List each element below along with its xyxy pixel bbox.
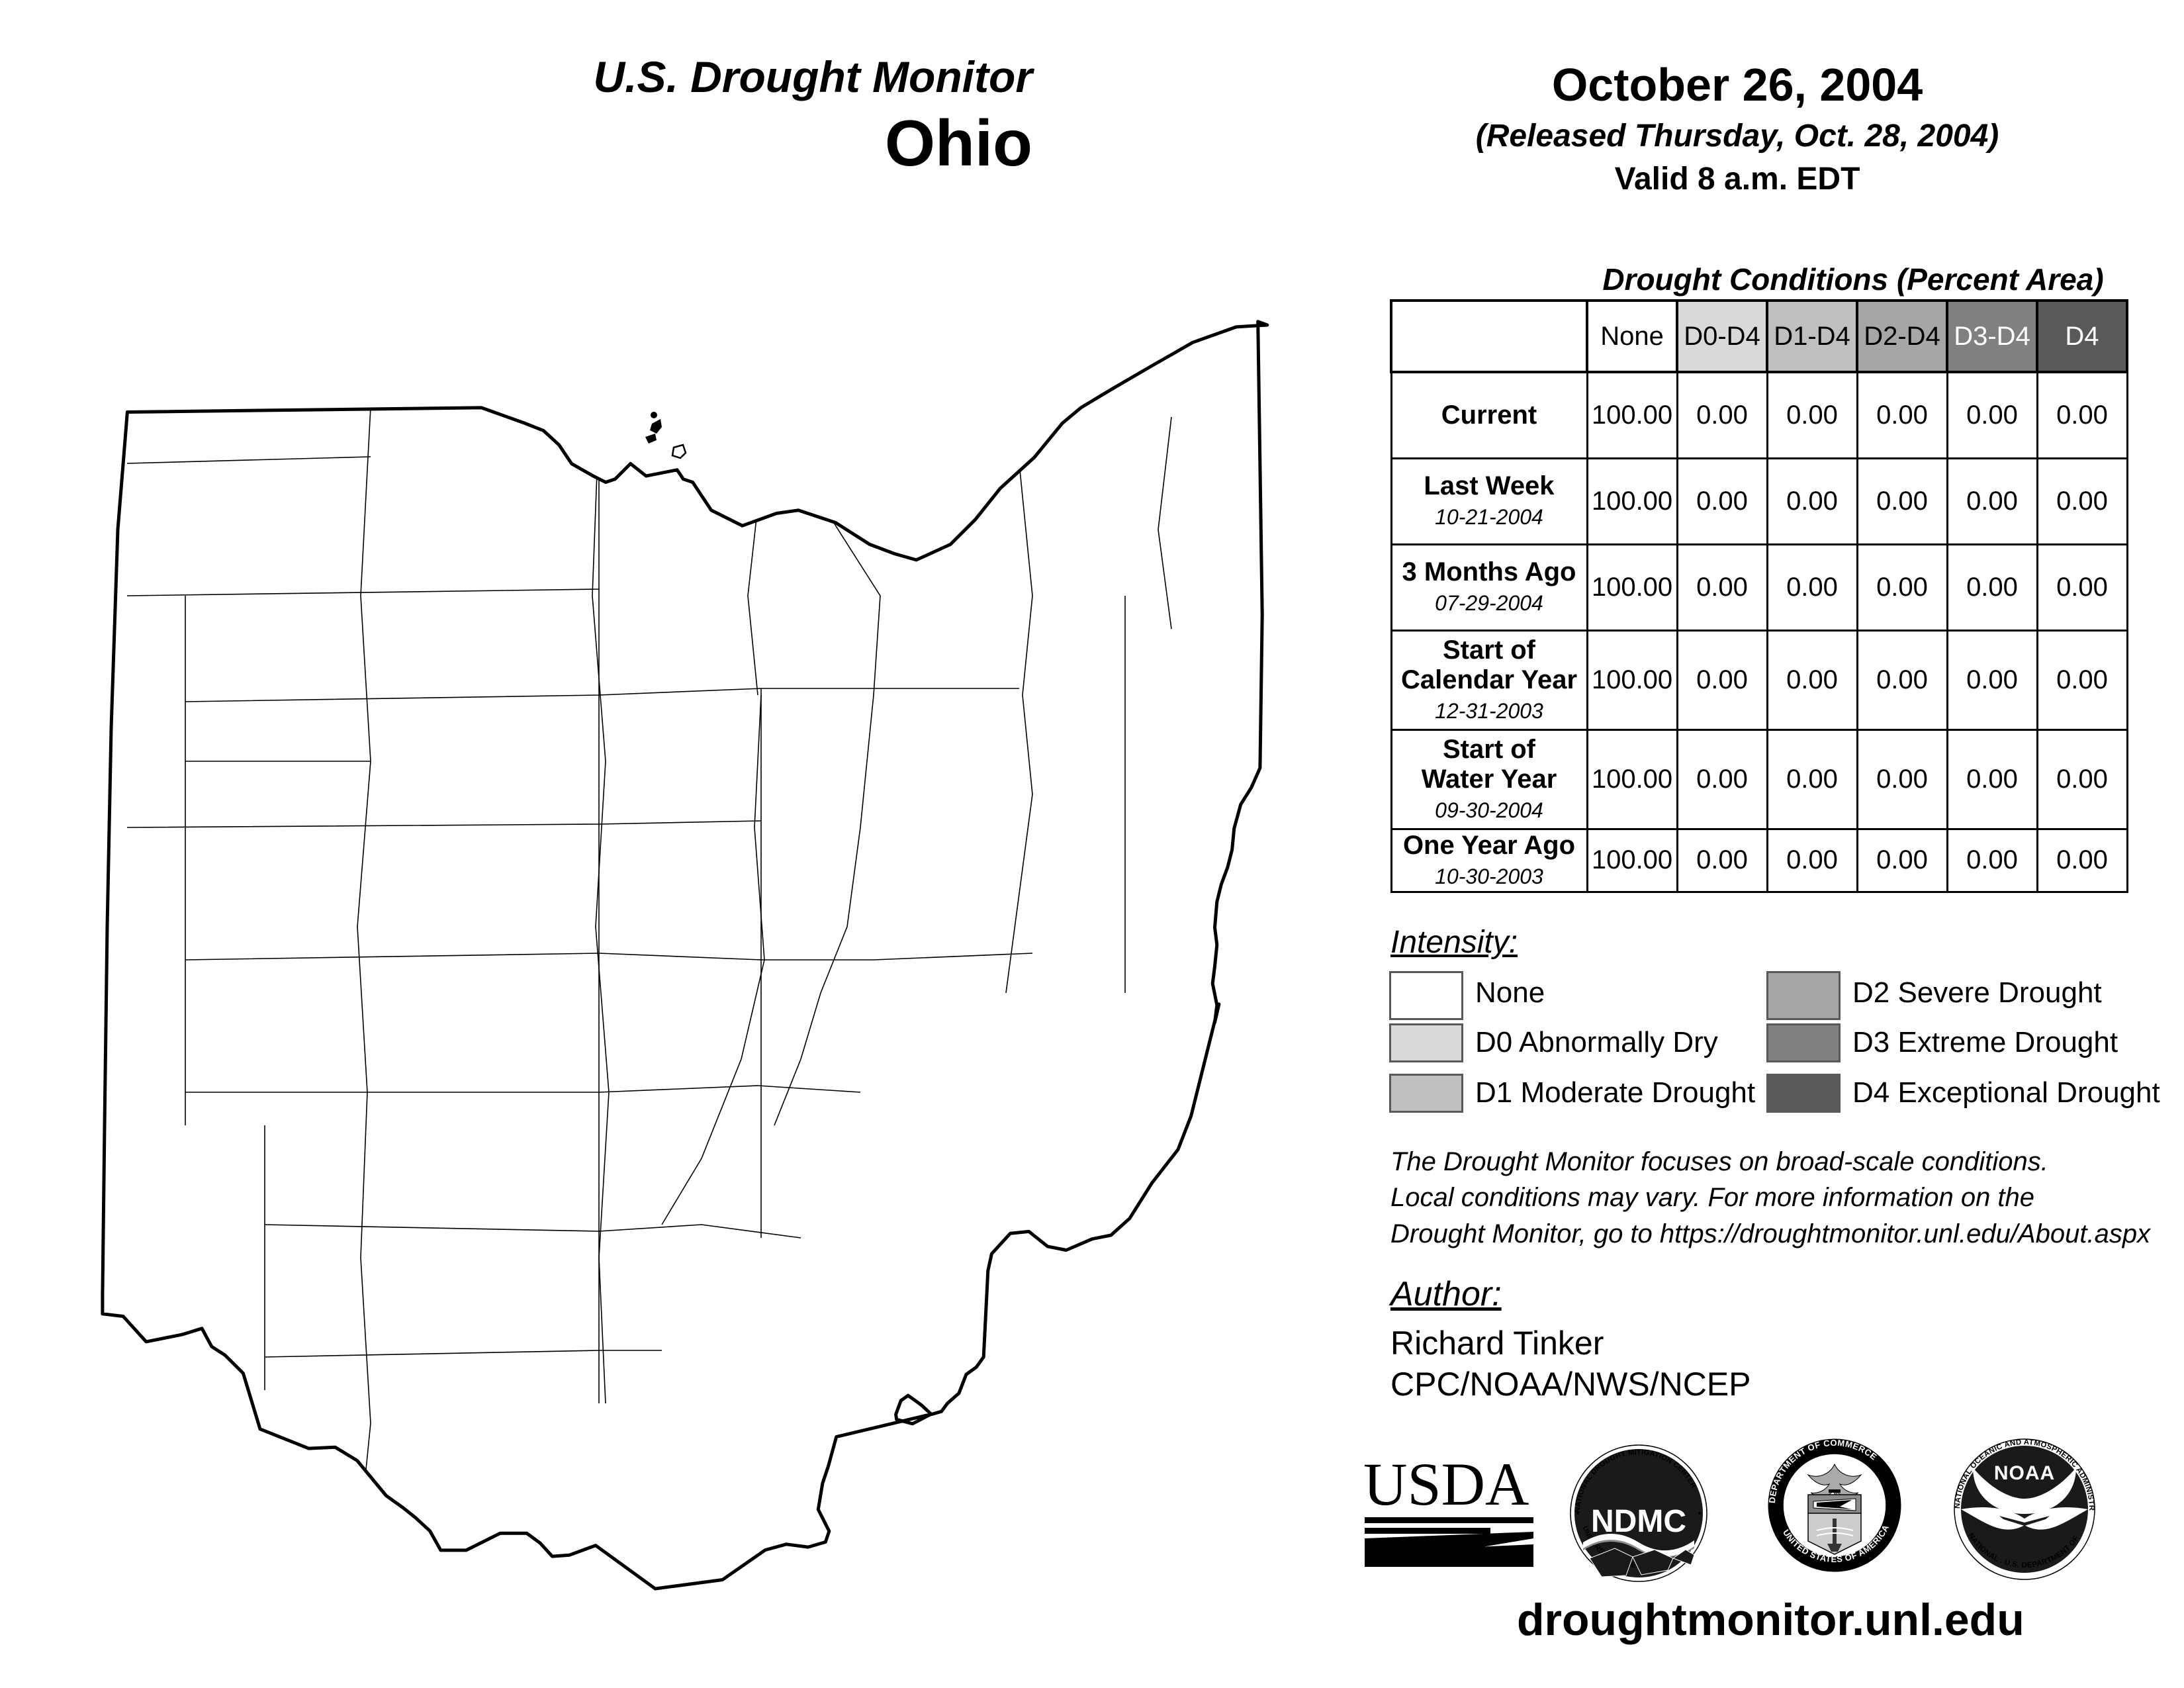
- svg-text:USDA: USDA: [1363, 1453, 1529, 1518]
- svg-text:NOAA: NOAA: [1994, 1462, 2055, 1484]
- svg-text:★: ★: [1876, 1501, 1885, 1512]
- svg-text:NDMC: NDMC: [1591, 1504, 1686, 1539]
- svg-text:★: ★: [1785, 1501, 1794, 1512]
